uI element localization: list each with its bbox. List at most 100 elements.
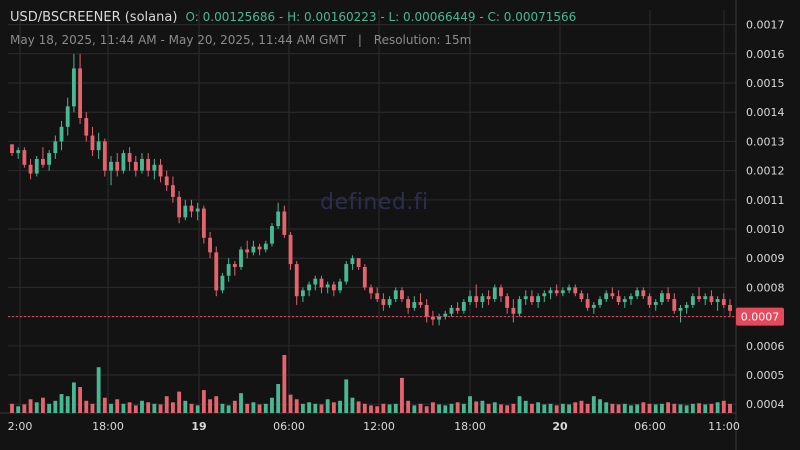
volume-bar [697,403,701,413]
volume-bar [10,403,14,413]
volume-bar [641,402,646,413]
volume-bar [400,377,404,413]
candle-body [276,211,281,227]
last-price-tag: 0.0007 [736,307,784,326]
volume-bar [140,400,144,413]
price-tick-label: 0.0009 [746,252,785,265]
volume-bar [598,399,602,413]
candle-body [133,161,138,171]
last-price-label: 0.0007 [741,311,780,324]
candle-body [585,299,590,308]
candle-body [523,296,528,300]
volume-bar [257,404,262,413]
candle-body [505,296,510,308]
volume-bar [208,399,212,413]
volume-bar [647,403,652,413]
time-tick-label: 20 [552,420,568,433]
candle-body [641,290,646,297]
candle-body [703,296,708,300]
candle-body [226,264,231,276]
volume-bar [678,404,683,413]
volume-bar [381,403,386,413]
candle-body [579,293,584,300]
volume-bar [263,403,268,413]
candle-body [90,135,95,151]
volume-bar [270,397,274,413]
candle-body [270,226,274,244]
candle-body [449,307,454,314]
candle-body [319,278,324,288]
volume-bar [604,402,609,413]
volume-bar [468,396,472,413]
volume-bar [16,406,21,413]
candle-body [41,158,45,165]
price-tick-label: 0.0011 [746,194,785,207]
volume-bar [610,403,615,413]
candle-body [616,296,621,303]
candle-body [84,118,89,136]
volume-bar [164,396,169,413]
volume-bar [560,403,565,413]
volume-bar [133,405,138,413]
volume-bar [71,382,76,413]
candle-body [294,264,299,297]
candle-body [245,249,250,253]
candle-body [536,296,541,303]
time-tick-label: 18:00 [92,420,124,433]
volume-bar [121,403,126,413]
price-tick-label: 0.0008 [746,281,785,294]
time-tick-label: 06:00 [273,420,305,433]
candle-body [635,290,640,297]
candle-body [591,304,596,308]
volume-bar [721,400,726,413]
candle-body [604,293,609,300]
candle-body [257,246,262,250]
volume-bar [387,404,392,413]
candle-body [678,307,683,311]
candle-body [474,296,479,303]
volume-bar [338,400,342,413]
candle-body [232,264,237,267]
candle-body [140,158,144,171]
candle-body [220,275,225,291]
candle-body [158,164,163,177]
candle-body [239,249,243,267]
candle-body [102,141,107,171]
price-tick-label: 0.0005 [746,369,785,382]
candle-body [171,185,175,197]
candle-body [307,284,312,291]
candle-body [65,106,70,127]
candle-body [697,296,701,300]
volume-bar [22,404,27,413]
candle-body [146,158,151,171]
candle-body [721,299,726,305]
volume-bar [239,393,243,413]
candle-body [300,290,305,297]
price-tick-label: 0.0016 [746,48,785,61]
candle-body [653,302,658,305]
candle-body [672,299,677,311]
candle-body [381,299,386,305]
candle-body [263,243,268,250]
time-tick-label: 12:00 [363,420,395,433]
resolution: Resolution: 15m [373,33,472,47]
time-tick-label: 11:00 [708,420,740,433]
ohlc-values: O: 0.00125686 - H: 0.00160223 - L: 0.000… [185,10,577,24]
candle-body [499,287,503,297]
separator: | [357,33,362,47]
volume-bar [548,403,553,413]
volume-bar [350,397,355,413]
candle-body [152,164,157,171]
volume-bar [443,405,448,413]
volume-bar [486,403,491,413]
candle-body [728,304,732,311]
candle-body [201,208,206,238]
volume-bar [127,402,132,413]
candle-body [530,296,534,303]
candle-body [629,296,633,300]
volume-bar [356,401,361,413]
candle-body [715,299,720,303]
volume-bars [10,355,732,413]
volume-bar [59,394,64,413]
